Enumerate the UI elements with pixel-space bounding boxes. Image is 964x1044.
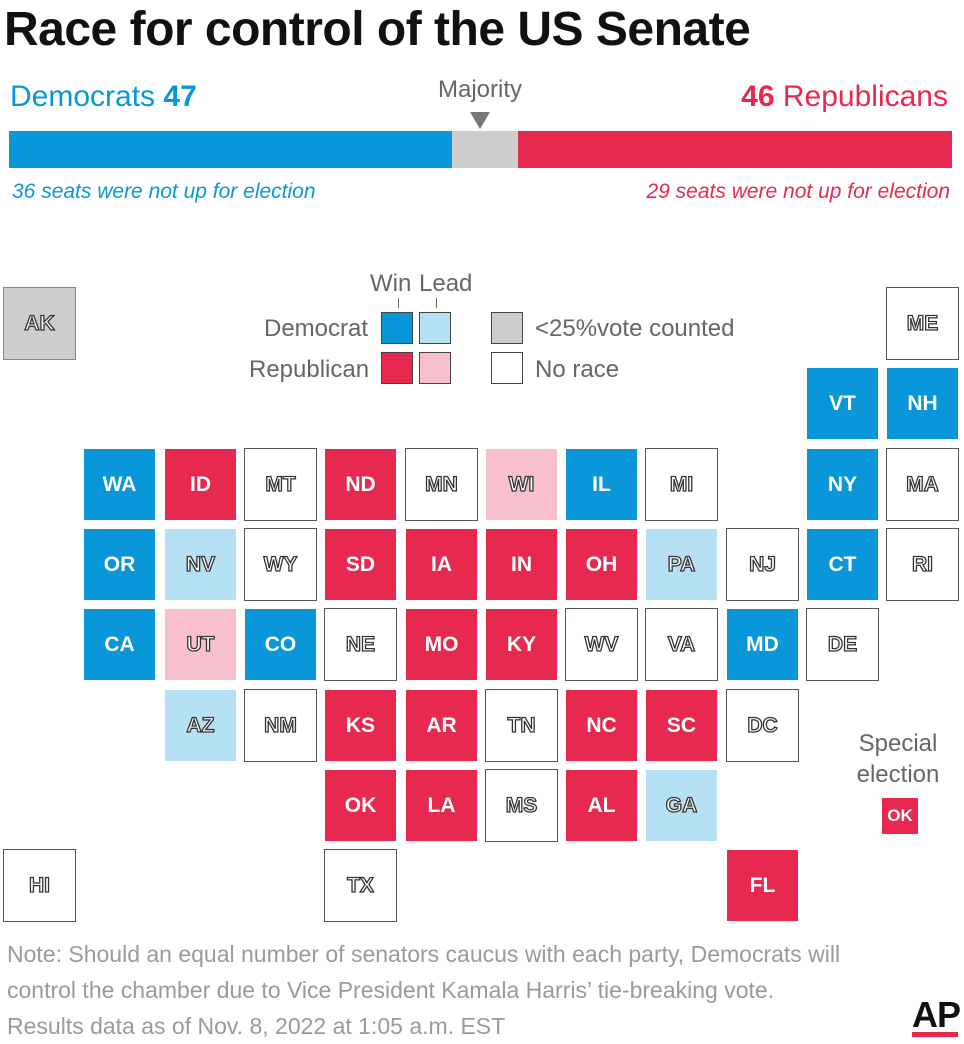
state-tile-hi[interactable]: HI xyxy=(3,849,76,922)
state-tile-vt[interactable]: VT xyxy=(806,367,879,440)
state-tile-al[interactable]: AL xyxy=(565,769,638,842)
state-tile-ak[interactable]: AK xyxy=(3,287,76,360)
state-tile-ma[interactable]: MA xyxy=(886,448,959,521)
footnote: Note: Should an equal number of senators… xyxy=(7,936,887,1044)
state-tile-in[interactable]: IN xyxy=(485,528,558,601)
legend-no-race-label: No race xyxy=(535,356,620,383)
legend-lead-label: Lead xyxy=(419,270,473,297)
state-tile-nh[interactable]: NH xyxy=(886,367,959,440)
footnote-line2: control the chamber due to Vice Presiden… xyxy=(7,977,775,1003)
special-election-label: Special election xyxy=(848,728,948,790)
rep-not-up-note: 29 seats were not up for election xyxy=(646,180,950,203)
dem-not-up-note: 36 seats were not up for election xyxy=(12,180,316,203)
democrats-header: Democrats 47 xyxy=(10,80,197,114)
state-tile-wv[interactable]: WV xyxy=(565,608,638,681)
state-tile-il[interactable]: IL xyxy=(565,448,638,521)
state-tile-ca[interactable]: CA xyxy=(83,608,156,681)
state-tile-wa[interactable]: WA xyxy=(83,448,156,521)
ap-logo: AP xyxy=(912,994,961,1035)
state-tile-pa[interactable]: PA xyxy=(645,528,718,601)
state-tile-fl[interactable]: FL xyxy=(726,849,799,922)
legend-rep-lead-swatch xyxy=(419,352,451,384)
state-tile-ut[interactable]: UT xyxy=(164,608,237,681)
state-tile-ia[interactable]: IA xyxy=(405,528,478,601)
state-tile-sd[interactable]: SD xyxy=(324,528,397,601)
state-tile-nm[interactable]: NM xyxy=(244,689,317,762)
legend-rep-win-swatch xyxy=(381,352,413,384)
state-tile-or[interactable]: OR xyxy=(83,528,156,601)
dem-seats-segment xyxy=(9,131,453,168)
state-tile-md[interactable]: MD xyxy=(726,608,799,681)
state-tile-nj[interactable]: NJ xyxy=(726,528,799,601)
state-tile-va[interactable]: VA xyxy=(645,608,718,681)
legend-lead-tick xyxy=(436,298,437,308)
state-tile-az[interactable]: AZ xyxy=(164,689,237,762)
footnote-line3: Results data as of Nov. 8, 2022 at 1:05 … xyxy=(7,1013,506,1039)
state-tile-dc[interactable]: DC xyxy=(726,689,799,762)
state-tile-ok[interactable]: OK xyxy=(324,769,397,842)
state-tile-ne[interactable]: NE xyxy=(324,608,397,681)
legend-win-tick xyxy=(398,298,399,308)
state-tile-me[interactable]: ME xyxy=(886,287,959,360)
state-tile-wy[interactable]: WY xyxy=(244,528,317,601)
legend-dem-lead-swatch xyxy=(419,312,451,344)
state-tile-nv[interactable]: NV xyxy=(164,528,237,601)
republicans-count: 46 xyxy=(741,80,775,113)
special-label-line1: Special xyxy=(858,730,938,757)
state-tile-mi[interactable]: MI xyxy=(645,448,718,521)
state-tile-tn[interactable]: TN xyxy=(485,689,558,762)
state-tile-ky[interactable]: KY xyxy=(485,608,558,681)
footnote-line1: Note: Should an equal number of senators… xyxy=(7,941,841,967)
state-tile-ms[interactable]: MS xyxy=(485,769,558,842)
state-tile-sc[interactable]: SC xyxy=(645,689,718,762)
legend-under25-label: <25%vote counted xyxy=(535,315,735,342)
ap-logo-underline xyxy=(912,1032,958,1037)
state-tile-la[interactable]: LA xyxy=(405,769,478,842)
state-tile-ks[interactable]: KS xyxy=(324,689,397,762)
republicans-header: 46 Republicans xyxy=(741,80,948,114)
majority-arrow-icon xyxy=(470,112,490,129)
state-tile-mt[interactable]: MT xyxy=(244,448,317,521)
state-tile-mn[interactable]: MN xyxy=(405,448,478,521)
state-tile-wi[interactable]: WI xyxy=(485,448,558,521)
rep-seats-segment xyxy=(518,131,952,168)
majority-label: Majority xyxy=(437,76,522,103)
legend-dem-win-swatch xyxy=(381,312,413,344)
seat-balance-bar xyxy=(9,131,952,168)
legend-no-race-swatch xyxy=(491,352,523,384)
page-title: Race for control of the US Senate xyxy=(4,3,751,56)
legend-win-label: Win xyxy=(370,270,412,297)
state-tile-ny[interactable]: NY xyxy=(806,448,879,521)
state-tile-ct[interactable]: CT xyxy=(806,528,879,601)
democrats-count: 47 xyxy=(163,80,197,113)
democrats-label: Democrats xyxy=(10,80,156,113)
state-tile-co[interactable]: CO xyxy=(244,608,317,681)
state-tile-mo[interactable]: MO xyxy=(405,608,478,681)
state-tile-ga[interactable]: GA xyxy=(645,769,718,842)
legend-under25-swatch xyxy=(491,312,523,344)
state-tile-tx[interactable]: TX xyxy=(324,849,397,922)
state-tile-nc[interactable]: NC xyxy=(565,689,638,762)
republicans-label: Republicans xyxy=(782,80,948,113)
legend-republican-label: Republican xyxy=(249,356,370,383)
state-tile-de[interactable]: DE xyxy=(806,608,879,681)
special-election-tile-ok[interactable]: OK xyxy=(881,797,919,835)
state-tile-ar[interactable]: AR xyxy=(405,689,478,762)
legend-democrat-label: Democrat xyxy=(264,315,369,342)
state-tile-nd[interactable]: ND xyxy=(324,448,397,521)
special-label-line2: election xyxy=(856,761,940,788)
state-tile-oh[interactable]: OH xyxy=(565,528,638,601)
undecided-seats-segment xyxy=(452,131,519,168)
state-tile-id[interactable]: ID xyxy=(164,448,237,521)
state-tile-ri[interactable]: RI xyxy=(886,528,959,601)
